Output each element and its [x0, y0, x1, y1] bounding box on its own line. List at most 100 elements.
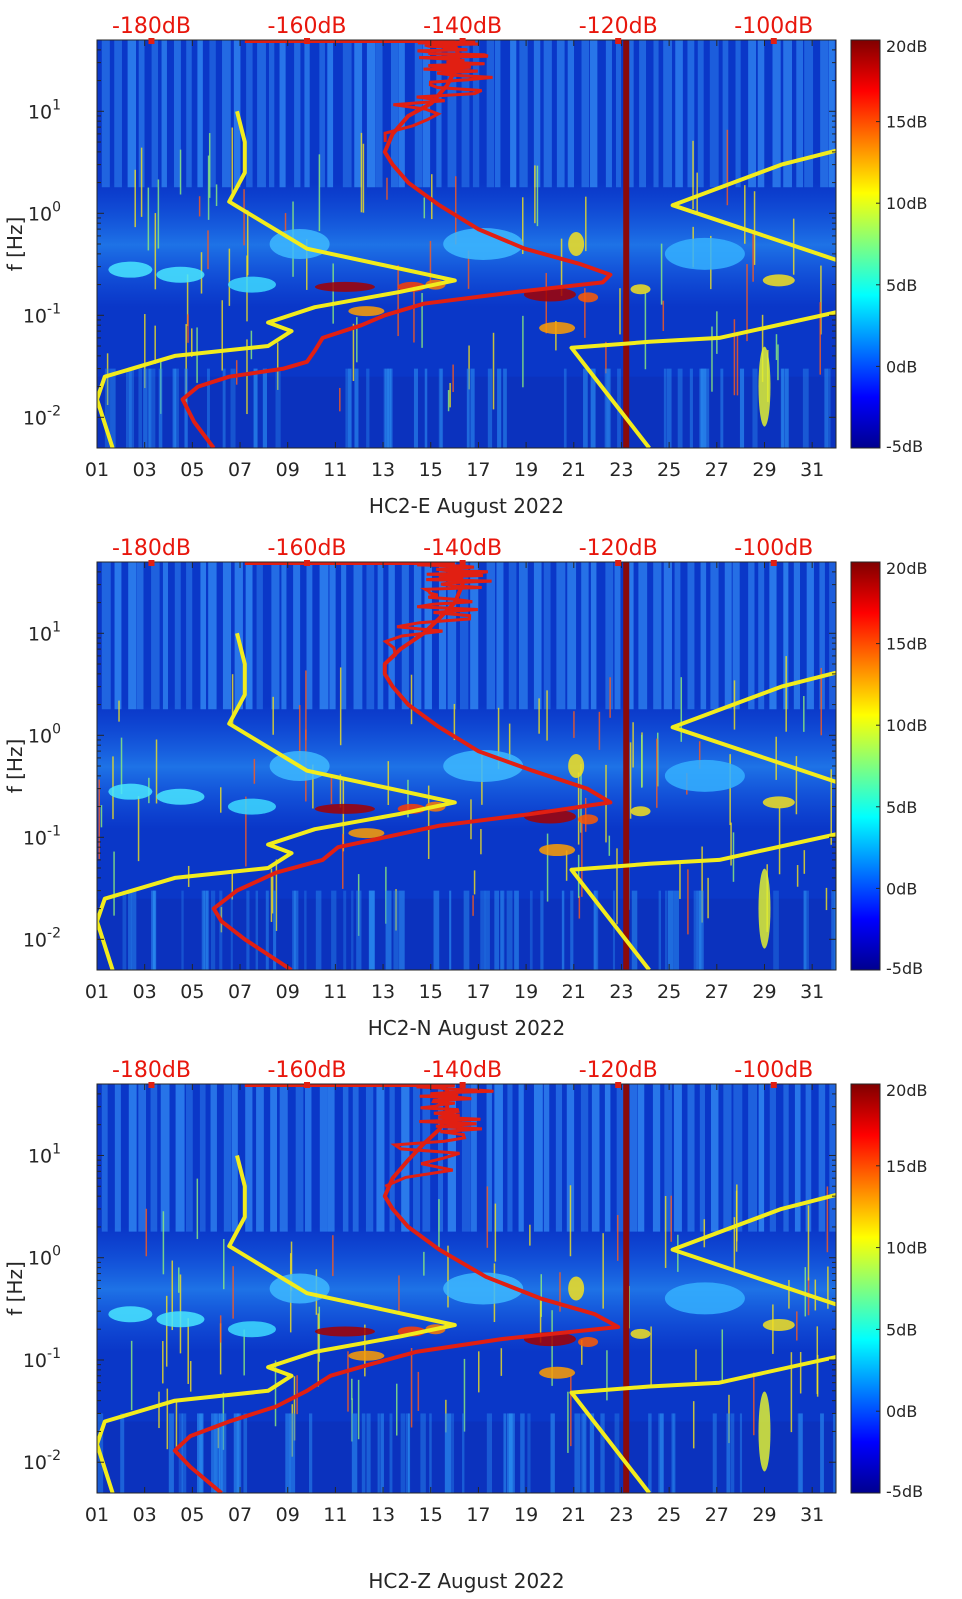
noise-column	[150, 368, 156, 448]
event-spike	[736, 331, 739, 396]
high-noise-model-curve	[569, 1192, 836, 1493]
db-tick-label: -100dB	[734, 536, 813, 561]
noise-column	[781, 368, 785, 448]
daily-stripe	[257, 40, 266, 188]
x-tick-label: 21	[562, 459, 586, 481]
noise-column	[438, 368, 444, 448]
daily-stripe	[699, 1084, 705, 1232]
daily-stripe	[256, 1084, 264, 1232]
noise-column	[773, 890, 779, 970]
microseism-blob	[314, 803, 375, 814]
x-tick-label: 09	[276, 459, 300, 481]
daily-stripe	[377, 562, 384, 710]
daily-stripe	[687, 1084, 695, 1232]
daily-stripe	[543, 40, 552, 188]
event-spike	[198, 196, 201, 217]
x-tick-label: 15	[419, 981, 443, 1003]
event-spike	[352, 323, 355, 381]
y-tick-label: 10-1	[23, 1346, 61, 1372]
noise-column	[304, 890, 307, 970]
event-spike	[449, 382, 451, 408]
noise-column	[356, 890, 362, 970]
event-spike	[788, 1279, 790, 1309]
event-spike	[276, 342, 279, 390]
daily-stripe	[580, 1084, 589, 1232]
event-spike	[492, 332, 495, 410]
noise-column	[720, 368, 724, 448]
event-spike	[662, 300, 665, 331]
noise-column	[399, 890, 405, 970]
daily-stripe	[555, 1084, 563, 1232]
event-spike	[421, 293, 423, 348]
noise-column	[293, 890, 299, 970]
noise-column	[433, 890, 440, 970]
db-tick-label: -160dB	[268, 536, 347, 561]
daily-stripe	[175, 1084, 185, 1232]
daily-stripe	[615, 40, 622, 188]
db-tick-mark	[148, 1082, 155, 1088]
event-spike	[753, 1372, 755, 1436]
event-spike	[452, 364, 454, 393]
daily-stripe	[637, 1084, 645, 1232]
daily-stripe	[783, 1084, 789, 1232]
daily-stripe	[101, 40, 110, 188]
event-spike	[795, 756, 798, 815]
event-spike	[581, 821, 583, 897]
event-spike	[98, 779, 100, 859]
daily-stripe	[591, 1084, 600, 1232]
spectrogram-image	[97, 1084, 836, 1493]
panel-2: 01 03 05 07 09 11 13 15 17 19 21 23 25 27 29 31 10-2 10-1…	[3, 536, 928, 1040]
daily-stripe	[161, 40, 167, 188]
event-spike	[733, 1217, 736, 1273]
event-spike	[395, 889, 397, 931]
y-tick-label: 10-1	[23, 823, 61, 849]
noise-column	[600, 1413, 605, 1493]
noise-column	[689, 368, 693, 448]
noise-column	[527, 1413, 531, 1493]
event-spike	[223, 1239, 225, 1290]
event-spike	[696, 172, 698, 214]
noise-column	[693, 890, 698, 970]
y-tick-label: 100	[28, 721, 61, 747]
x-tick-label: 29	[752, 459, 776, 481]
event-spike	[534, 165, 536, 224]
noise-column	[658, 890, 661, 970]
daily-stripe	[438, 562, 447, 710]
event-spike	[470, 799, 472, 840]
daily-stripe	[447, 562, 457, 710]
db-tick-label: -160dB	[268, 14, 347, 39]
microseism-blob	[762, 274, 795, 287]
db-tick-mark	[148, 560, 155, 566]
daily-stripe	[114, 40, 122, 188]
daily-stripe	[329, 562, 336, 710]
x-tick-label: 25	[657, 459, 681, 481]
spectrogram-image	[97, 40, 836, 448]
daily-stripe	[709, 40, 719, 188]
event-spike	[698, 741, 701, 769]
event-spike	[219, 1315, 222, 1343]
event-spike	[351, 1378, 353, 1400]
event-spike	[179, 149, 182, 195]
noise-column	[354, 368, 359, 448]
event-spike	[342, 776, 345, 852]
event-spike	[207, 230, 209, 270]
noise-column	[400, 1413, 406, 1493]
event-spike	[360, 132, 363, 213]
event-spike	[427, 785, 430, 859]
event-spike	[270, 868, 273, 922]
daily-stripe	[496, 562, 504, 710]
noise-column	[480, 890, 486, 970]
event-spike	[570, 1375, 572, 1447]
daily-stripe	[614, 562, 621, 710]
noise-column	[540, 890, 544, 970]
daily-stripe	[268, 40, 275, 188]
event-spike	[429, 240, 432, 284]
daily-stripe	[271, 562, 280, 710]
noise-column	[470, 368, 475, 448]
x-tick-label: 25	[657, 1504, 681, 1526]
daily-stripe	[748, 40, 757, 188]
event-spike	[598, 711, 601, 750]
colorbar-tick-label: 0dB	[886, 1402, 917, 1421]
event-spike	[478, 1351, 480, 1393]
daily-stripe	[508, 562, 517, 710]
